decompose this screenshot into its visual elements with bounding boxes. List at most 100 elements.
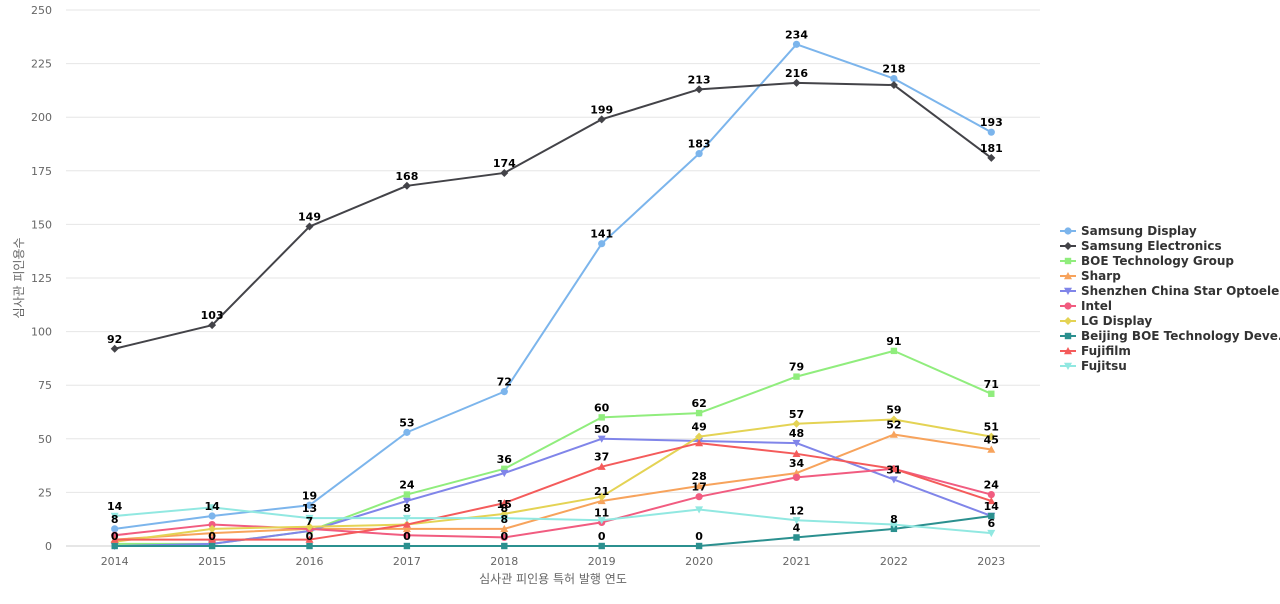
legend-item[interactable]: LG Display <box>1060 314 1152 328</box>
data-point <box>598 414 605 421</box>
data-label: 0 <box>598 530 606 543</box>
data-point <box>305 514 314 523</box>
data-point <box>208 535 217 543</box>
data-label: 234 <box>785 28 808 41</box>
data-point <box>890 525 898 533</box>
data-label: 60 <box>594 401 610 414</box>
data-label: 0 <box>500 530 508 543</box>
legend-item[interactable]: Beijing BOE Technology Deve... <box>1060 329 1280 343</box>
data-label: 141 <box>590 228 613 241</box>
series-5 <box>111 465 995 542</box>
data-point <box>111 525 119 533</box>
y-tick-label: 100 <box>31 326 52 339</box>
data-point <box>792 517 801 525</box>
y-tick-label: 225 <box>31 58 52 71</box>
series-8 <box>110 439 996 543</box>
data-point <box>500 524 509 533</box>
data-point <box>792 439 801 448</box>
data-label: 8 <box>111 513 119 526</box>
series-0 <box>111 40 995 533</box>
data-label-layer: 8141953721411832342181939210314916817419… <box>107 28 1003 543</box>
y-tick-label: 25 <box>38 486 52 499</box>
data-point <box>793 534 800 541</box>
legend-item[interactable]: Samsung Display <box>1060 224 1197 238</box>
legend-marker <box>1064 272 1072 280</box>
data-label: 19 <box>302 489 317 502</box>
data-label: 71 <box>984 378 999 391</box>
data-point <box>500 533 508 542</box>
data-label: 48 <box>789 427 804 440</box>
series-7 <box>111 512 995 550</box>
legend-item[interactable]: Samsung Electronics <box>1060 239 1222 253</box>
x-tick-label: 2023 <box>977 555 1005 568</box>
data-point <box>988 512 995 520</box>
legend-item[interactable]: Fujifilm <box>1060 344 1131 358</box>
data-label: 36 <box>497 453 513 466</box>
data-label: 24 <box>399 479 415 492</box>
data-point <box>500 168 509 177</box>
data-label: 79 <box>789 361 804 374</box>
data-point <box>111 542 118 550</box>
legend-item[interactable]: Sharp <box>1060 269 1121 283</box>
data-label: 52 <box>886 419 901 432</box>
data-point <box>695 409 703 417</box>
x-tick-label: 2022 <box>880 555 908 568</box>
x-axis-title: 심사관 피인용 특허 발행 연도 <box>479 571 627 586</box>
legend-label: BOE Technology Group <box>1081 254 1234 268</box>
series-line <box>114 43 992 530</box>
data-label: 49 <box>691 421 706 434</box>
data-label: 15 <box>497 498 512 511</box>
data-label: 0 <box>695 530 703 543</box>
data-point <box>403 491 411 498</box>
legend-label: Fujifilm <box>1081 344 1131 358</box>
legend-item[interactable]: Intel <box>1060 299 1112 313</box>
data-point <box>111 531 119 539</box>
data-label: 92 <box>107 333 122 346</box>
data-label: 17 <box>691 481 706 494</box>
data-point <box>597 462 606 470</box>
data-point <box>889 415 898 424</box>
legend-label: Sharp <box>1081 269 1121 283</box>
data-point <box>793 373 800 380</box>
series-line <box>114 442 992 541</box>
data-label: 11 <box>594 506 609 519</box>
data-point <box>500 499 509 507</box>
data-point <box>695 432 704 441</box>
data-point <box>598 240 606 248</box>
data-label: 149 <box>298 211 321 224</box>
data-point <box>402 520 411 528</box>
data-point <box>987 529 996 538</box>
x-tick-label: 2020 <box>685 555 713 568</box>
data-point <box>695 542 703 550</box>
data-label: 91 <box>886 335 901 348</box>
data-point <box>500 388 508 396</box>
legend-item[interactable]: Fujitsu <box>1060 359 1127 373</box>
data-point <box>597 517 606 525</box>
series-layer <box>110 40 996 550</box>
data-label: 8 <box>403 502 411 515</box>
data-label: 13 <box>302 502 317 515</box>
data-label: 59 <box>886 404 901 417</box>
data-label: 8 <box>500 502 508 515</box>
data-point <box>208 520 216 529</box>
data-label: 51 <box>984 421 999 434</box>
legend-label: Shenzhen China Star Optoele... <box>1081 284 1280 298</box>
data-point <box>987 153 996 162</box>
y-axis-title: 심사관 피인용수 <box>12 237 26 318</box>
data-point <box>110 535 119 543</box>
data-point <box>889 81 898 90</box>
data-point <box>695 481 704 490</box>
data-label: 31 <box>886 464 901 477</box>
data-point <box>695 150 703 158</box>
legend-label: Beijing BOE Technology Deve... <box>1081 329 1280 343</box>
data-point <box>988 390 995 397</box>
data-point <box>889 464 898 473</box>
legend-item[interactable]: BOE Technology Group <box>1060 254 1234 268</box>
series-line <box>114 514 992 547</box>
x-tick-label: 2021 <box>783 555 811 568</box>
data-point <box>403 428 411 436</box>
data-label: 0 <box>111 530 119 543</box>
data-point <box>889 521 898 529</box>
legend-item[interactable]: Shenzhen China Star Optoele... <box>1060 284 1280 298</box>
data-point <box>110 512 119 520</box>
